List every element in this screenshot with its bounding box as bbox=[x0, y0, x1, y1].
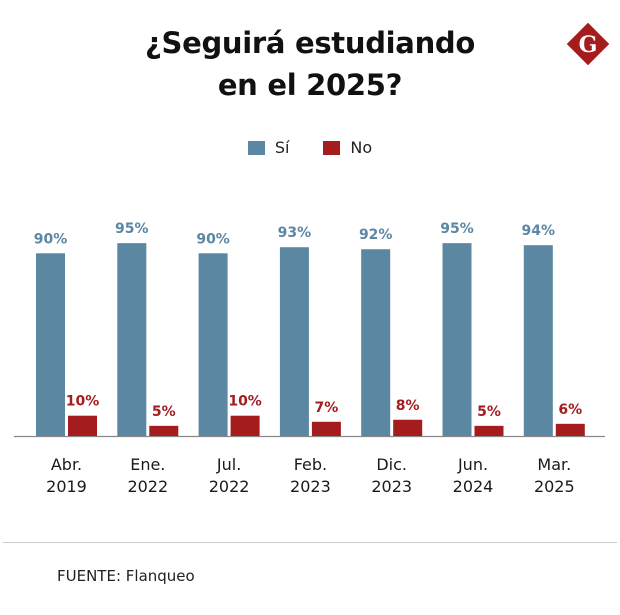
legend: Sí No bbox=[0, 138, 620, 157]
bar-si bbox=[117, 243, 147, 436]
bar-si bbox=[279, 247, 309, 436]
data-label-si: 90% bbox=[34, 231, 68, 247]
legend-swatch-si bbox=[247, 140, 265, 155]
x-tick-label-year: 2023 bbox=[290, 477, 331, 496]
data-label-si: 94% bbox=[522, 223, 556, 239]
x-tick-label-year: 2022 bbox=[209, 477, 250, 496]
bar-no bbox=[68, 415, 97, 436]
legend-item-no: No bbox=[323, 138, 372, 157]
title-line-1: ¿Seguirá estudiando bbox=[144, 26, 476, 60]
bar-no bbox=[555, 423, 585, 436]
bar-no bbox=[230, 415, 260, 436]
bar-si bbox=[36, 253, 65, 436]
data-label-no: 5% bbox=[152, 404, 176, 420]
bar-no bbox=[474, 425, 504, 436]
source-note: FUENTE: Flanqueo bbox=[57, 567, 195, 585]
logo-letter: G bbox=[579, 32, 598, 58]
data-label-no: 10% bbox=[228, 394, 262, 410]
brand-logo-icon: G bbox=[566, 22, 610, 66]
x-tick-label-year: 2025 bbox=[534, 477, 575, 496]
data-label-no: 7% bbox=[315, 400, 339, 416]
x-tick-label-year: 2024 bbox=[453, 477, 494, 496]
legend-label-no: No bbox=[350, 138, 373, 157]
bar-si bbox=[361, 249, 391, 436]
x-tick-label-month: Ene. bbox=[130, 455, 165, 474]
x-tick-label-month: Abr. bbox=[51, 455, 82, 474]
data-label-no: 6% bbox=[558, 402, 582, 418]
data-label-no: 5% bbox=[477, 404, 501, 420]
x-tick-label-year: 2019 bbox=[46, 477, 87, 496]
x-tick-label-month: Dic. bbox=[376, 455, 407, 474]
data-label-si: 93% bbox=[278, 225, 312, 241]
data-label-si: 92% bbox=[359, 227, 393, 243]
x-tick-label-year: 2023 bbox=[371, 477, 412, 496]
bar-no bbox=[393, 419, 423, 436]
data-label-si: 90% bbox=[196, 231, 230, 247]
data-label-si: 95% bbox=[115, 221, 149, 237]
data-label-no: 8% bbox=[396, 398, 420, 414]
x-tick-label-month: Jul. bbox=[216, 455, 241, 474]
data-label-no: 10% bbox=[66, 394, 100, 410]
bar-si bbox=[198, 253, 228, 436]
bar-si bbox=[442, 243, 472, 436]
bar-no bbox=[149, 425, 179, 436]
bar-no bbox=[311, 421, 341, 436]
x-tick-label-month: Feb. bbox=[294, 455, 327, 474]
legend-swatch-no bbox=[323, 140, 341, 155]
x-tick-label-month: Mar. bbox=[537, 455, 571, 474]
legend-item-si: Sí bbox=[247, 138, 290, 157]
footer-divider bbox=[3, 542, 617, 543]
title-line-2: en el 2025? bbox=[217, 68, 403, 102]
x-tick-label-year: 2022 bbox=[127, 477, 168, 496]
bar-si bbox=[523, 245, 553, 436]
x-tick-label-month: Jun. bbox=[457, 455, 488, 474]
data-label-si: 95% bbox=[440, 221, 474, 237]
chart-title: ¿Seguirá estudiando en el 2025? bbox=[0, 22, 620, 106]
legend-label-si: Sí bbox=[274, 138, 290, 157]
bar-chart: 90% 10% Abr. 2019 95% 5% Ene. 2022 90% 10% Jul. 202… bbox=[14, 221, 605, 496]
